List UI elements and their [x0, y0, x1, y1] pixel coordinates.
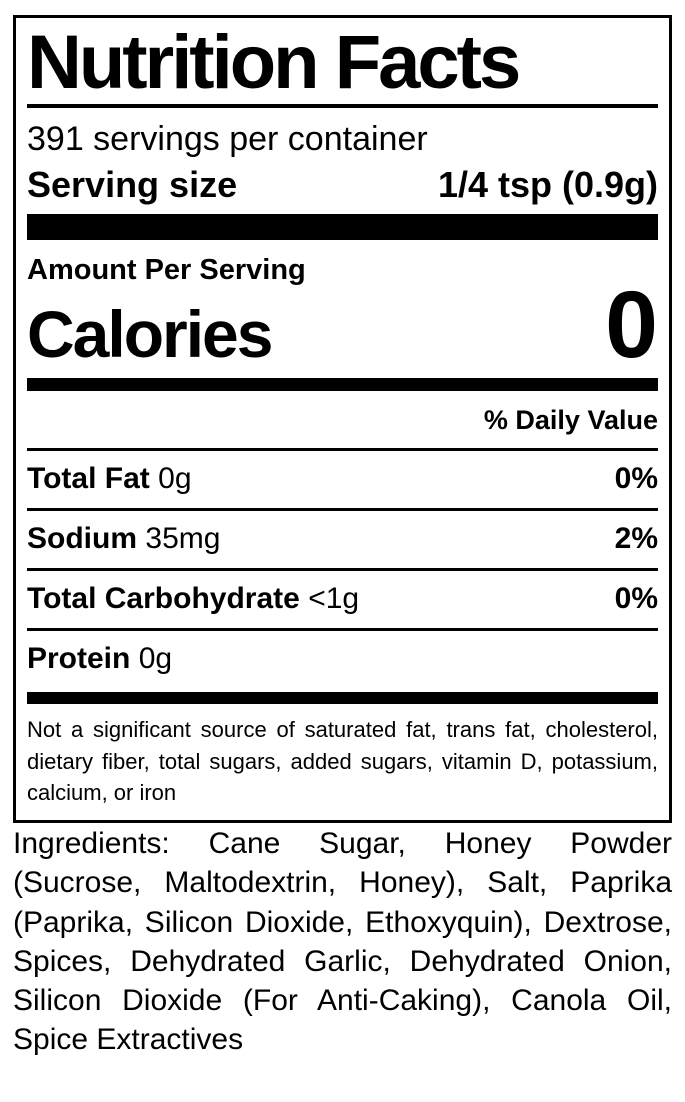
serving-size-row: Serving size 1/4 tsp (0.9g) — [27, 163, 658, 206]
nutrient-amount: 35mg — [145, 522, 221, 556]
serving-size-value: 1/4 tsp (0.9g) — [437, 163, 658, 205]
footnote-divider-bar — [27, 692, 658, 705]
calories-label: Calories — [27, 296, 273, 371]
daily-value-header: % Daily Value — [483, 405, 658, 436]
not-significant-source-footnote: Not a significant source of saturated fa… — [27, 717, 658, 805]
medium-divider-bar — [27, 378, 658, 392]
divider — [27, 568, 658, 572]
nutrient-row-sodium: Sodium 35mg 2% — [27, 511, 658, 568]
nutrient-row-total-fat: Total Fat 0g 0% — [27, 451, 658, 508]
nutrient-name: Total Carbohydrate — [27, 582, 300, 616]
nutrient-name-amount: Sodium 35mg — [27, 522, 220, 556]
nutrient-row-protein: Protein 0g — [27, 631, 658, 688]
divider — [27, 448, 658, 452]
servings-per-container: 391 servings per container — [27, 120, 428, 159]
ingredients-paragraph: Ingredients: Cane Sugar, Honey Powder (S… — [13, 827, 672, 1057]
thick-divider-bar — [27, 213, 658, 240]
nutrient-name: Sodium — [27, 522, 137, 556]
nutrient-daily-value: 0% — [614, 462, 658, 496]
serving-size-label: Serving size — [27, 163, 238, 205]
nutrient-name: Total Fat — [27, 462, 150, 496]
nutrient-amount: <1g — [308, 582, 360, 616]
amount-per-serving-label: Amount Per Serving — [27, 253, 306, 286]
nutrient-row-total-carbohydrate: Total Carbohydrate <1g 0% — [27, 571, 658, 628]
nutrient-name-amount: Total Fat 0g — [27, 462, 192, 496]
nutrient-daily-value: 0% — [614, 582, 658, 616]
title-divider — [27, 104, 658, 109]
calories-value: 0 — [605, 271, 658, 378]
nutrient-name-amount: Total Carbohydrate <1g — [27, 582, 359, 616]
nutrient-daily-value: 2% — [614, 522, 658, 556]
nutrient-name-amount: Protein 0g — [27, 642, 172, 676]
nutrient-amount: 0g — [158, 462, 192, 496]
divider — [27, 628, 658, 632]
divider — [27, 508, 658, 512]
nutrition-facts-label: Nutrition Facts 391 servings per contain… — [13, 15, 672, 824]
nutrient-name: Protein — [27, 642, 131, 676]
calories-row: Calories 0 — [27, 271, 658, 378]
nutrition-facts-title: Nutrition Facts — [27, 20, 521, 105]
nutrient-amount: 0g — [138, 642, 173, 676]
